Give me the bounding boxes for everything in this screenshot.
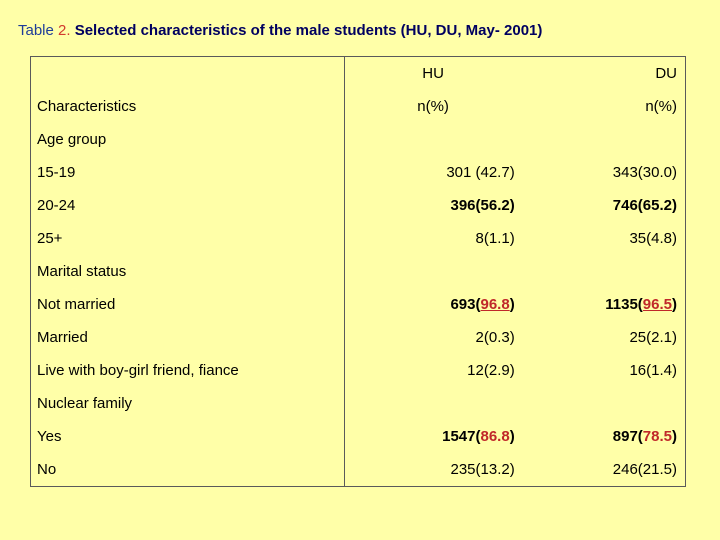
section-nuclear-family: Nuclear family: [37, 395, 133, 412]
highlight-value: 96.8: [480, 296, 510, 313]
header-row-2: Characteristics n(%) n(%): [31, 90, 686, 123]
section-marital-status: Marital status: [37, 263, 127, 280]
cell-hu: 693(96.8): [344, 288, 521, 321]
cell-hu: 1547(86.8): [344, 420, 521, 453]
title-text: Selected characteristics of the male stu…: [70, 22, 543, 39]
cell-du: 897(78.5): [612, 428, 677, 445]
cell-hu: 301 (42.7): [344, 156, 521, 189]
table-title: Table 2. Selected characteristics of the…: [18, 22, 542, 39]
section-row: Marital status: [31, 255, 686, 288]
table-row: 20-24 396(56.2) 746(65.2): [31, 189, 686, 222]
row-label: Yes: [37, 428, 62, 445]
header-du-unit: n(%): [645, 98, 677, 115]
title-number: 2.: [58, 22, 71, 39]
highlight-value: 78.5: [642, 428, 672, 445]
cell-du: 16(1.4): [629, 362, 677, 379]
table-row: Married 2(0.3) 25(2.1): [31, 321, 686, 354]
header-du: DU: [655, 65, 677, 82]
cell-du: 746(65.2): [612, 197, 677, 214]
section-age-group: Age group: [37, 131, 107, 148]
cell-du: 246(21.5): [612, 461, 677, 478]
table-row: Live with boy-girl friend, fiance 12(2.9…: [31, 354, 686, 387]
cell-du: 343(30.0): [612, 164, 677, 181]
table-row: 25+ 8(1.1) 35(4.8): [31, 222, 686, 255]
cell-hu: 12(2.9): [344, 354, 521, 387]
cell-du: 35(4.8): [629, 230, 677, 247]
row-label: Live with boy-girl friend, fiance: [37, 362, 239, 379]
row-label: Married: [37, 329, 88, 346]
title-prefix: Table: [18, 22, 59, 39]
table-row: No 235(13.2) 246(21.5): [31, 453, 686, 487]
header-row-1: HU DU: [31, 56, 686, 91]
row-label: Not married: [37, 296, 116, 313]
header-blank: [31, 57, 345, 91]
cell-du: 1135(96.5): [605, 296, 677, 313]
header-hu: HU: [344, 56, 521, 90]
table-row: Not married 693(96.8) 1135(96.5): [31, 288, 686, 321]
header-hu-unit: n(%): [344, 90, 521, 123]
cell-du: 25(2.1): [629, 329, 677, 346]
table-row: Yes 1547(86.8) 897(78.5): [31, 420, 686, 453]
cell-hu: 396(56.2): [344, 189, 521, 222]
cell-hu: 235(13.2): [344, 453, 521, 487]
row-label: 15-19: [37, 164, 76, 181]
cell-hu: 2(0.3): [344, 321, 521, 354]
row-label: No: [37, 461, 57, 478]
row-label: 25+: [37, 230, 63, 247]
characteristics-table: HU DU Characteristics n(%) n(%) Age grou…: [30, 56, 686, 487]
row-label: 20-24: [37, 197, 76, 214]
section-row: Nuclear family: [31, 387, 686, 420]
section-row: Age group: [31, 123, 686, 156]
highlight-value: 86.8: [480, 428, 510, 445]
header-characteristics: Characteristics: [37, 98, 137, 115]
highlight-value: 96.5: [642, 296, 672, 313]
cell-hu: 8(1.1): [344, 222, 521, 255]
table-row: 15-19 301 (42.7) 343(30.0): [31, 156, 686, 189]
